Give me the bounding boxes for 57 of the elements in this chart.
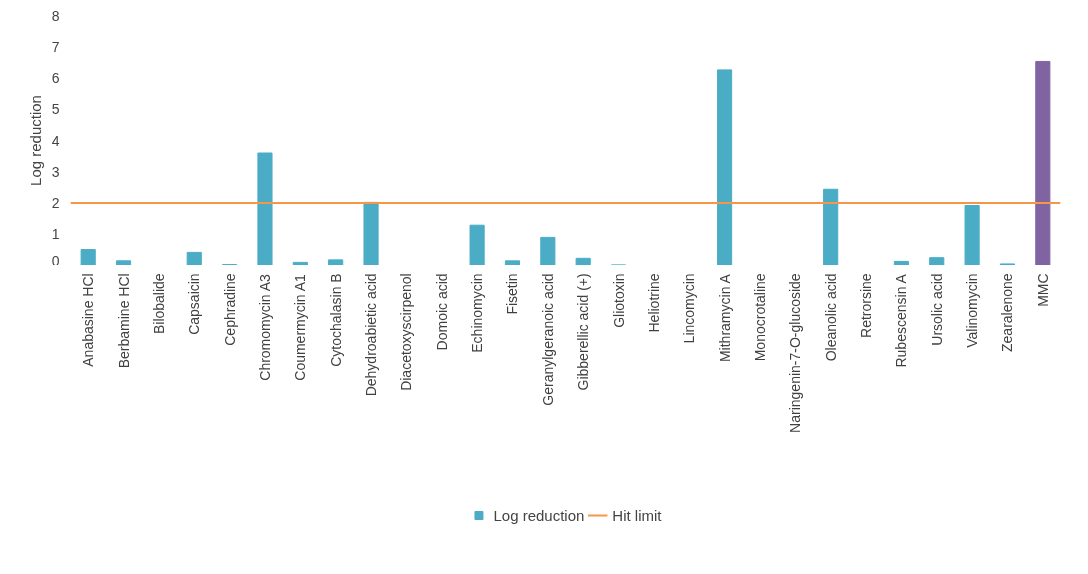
- x-tick-label: MMC: [1034, 273, 1051, 307]
- bar: [186, 251, 202, 265]
- x-tick-label: Anabasine HCl: [80, 273, 97, 367]
- bar: [504, 260, 521, 265]
- x-tick-label: Chromomycin A3: [256, 273, 273, 381]
- x-tick-label: Echinomycin: [469, 273, 486, 353]
- x-tick-label: Fisetin: [504, 273, 521, 315]
- bar: [257, 152, 273, 265]
- x-tick-label: Retrorsine: [858, 273, 875, 338]
- bar: [575, 257, 591, 265]
- x-tick-label: Diacetoxyscirpenol: [398, 273, 415, 391]
- x-tick-label: Gliotoxin: [610, 273, 627, 328]
- legend-label: Log reduction: [493, 506, 585, 524]
- bar: [292, 261, 308, 265]
- y-axis-title: Log reduction: [26, 95, 44, 186]
- bar: [1035, 60, 1051, 265]
- y-tick-label: 0: [51, 252, 60, 269]
- bar: [540, 236, 556, 265]
- legend-label: Hit limit: [612, 506, 662, 524]
- x-tick-label: Valinomycin: [964, 273, 981, 348]
- bar: [717, 69, 733, 265]
- y-tick-label: 2: [51, 195, 60, 211]
- x-tick-label: Geranylgeranoic acid: [539, 273, 556, 406]
- x-tick-label: Capsaicin: [186, 273, 203, 335]
- bar: [363, 201, 379, 265]
- x-tick-label: Gibberellic acid (+): [575, 273, 592, 391]
- x-tick-label: Mithramycin A: [716, 273, 733, 363]
- x-tick-label: Rubescensin A: [893, 273, 910, 368]
- bar: [893, 260, 909, 265]
- x-tick-label: Dehydroabietic acid: [363, 273, 380, 397]
- y-tick-label: 3: [51, 163, 60, 180]
- y-tick-label: 4: [51, 132, 60, 149]
- x-tick-label: Heliotrine: [645, 273, 662, 333]
- bar: [823, 188, 839, 265]
- x-tick-label: Lincomycin: [681, 273, 698, 344]
- x-tick-label: Coumermycin A1: [292, 273, 309, 381]
- bar: [469, 224, 485, 265]
- x-tick-label: Bilobalide: [150, 273, 167, 335]
- bar: [80, 249, 96, 265]
- bar: [929, 257, 945, 265]
- x-tick-label: Naringenin-7-O-glucoside: [787, 273, 804, 433]
- x-tick-label: Cephradine: [221, 273, 238, 346]
- x-tick-label: Domoic acid: [433, 273, 450, 351]
- bar: [328, 259, 344, 265]
- x-tick-label: Zearalenone: [999, 273, 1016, 352]
- y-tick-label: 8: [51, 7, 60, 24]
- x-tick-label: Ursolic acid: [928, 273, 945, 346]
- x-tick-label: Cytochalasin B: [327, 273, 344, 367]
- x-tick-label: Oleanolic acid: [822, 273, 839, 362]
- y-tick-label: 1: [51, 226, 60, 243]
- x-tick-label: Berbamine HCl: [115, 273, 132, 369]
- y-tick-label: 6: [51, 70, 60, 86]
- bar: [115, 260, 132, 265]
- bar: [964, 205, 980, 265]
- x-tick-label: Monocrotaline: [751, 273, 768, 362]
- y-tick-label: 7: [51, 38, 60, 55]
- y-tick-label: 5: [51, 101, 60, 118]
